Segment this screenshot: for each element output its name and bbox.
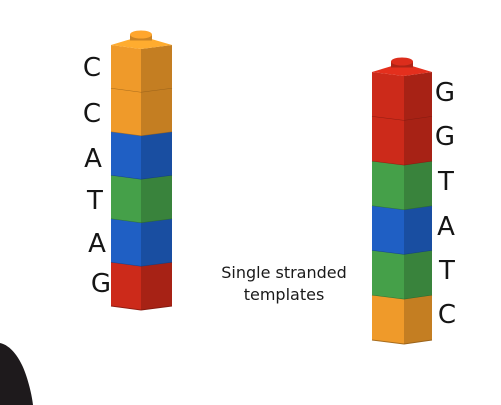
right-base-label-6: C [437, 300, 457, 330]
left-strand-brick-3 [110, 132, 173, 180]
right-strand-top-face [372, 63, 432, 76]
left-base-label-4: T [87, 186, 103, 216]
left-strand-stud [130, 30, 152, 39]
left-base-label-6: G [90, 269, 112, 299]
right-strand-brick-3 [371, 161, 433, 211]
right-strand-brick-2 [371, 116, 433, 166]
right-base-label-3: T [438, 167, 454, 197]
caption: Single stranded templates [218, 262, 350, 306]
left-base-label-3: A [84, 144, 102, 174]
right-base-label-5: T [439, 256, 455, 286]
left-base-label-2: C [82, 99, 102, 129]
right-strand-brick-5 [371, 250, 433, 300]
right-strand-brick-4 [371, 206, 433, 256]
left-base-label-5: A [88, 229, 106, 259]
left-strand-brick-1 [110, 45, 173, 93]
presenter-silhouette [0, 343, 33, 405]
right-strand-brick-6 [371, 295, 433, 345]
caption-line-1: Single stranded [221, 263, 347, 282]
right-base-label-2: G [434, 122, 456, 152]
caption-line-2: templates [243, 285, 325, 304]
left-strand-brick-4 [110, 175, 173, 224]
left-strand-brick-6 [110, 262, 173, 311]
left-base-label-1: C [82, 53, 102, 83]
left-strand-top-face [111, 36, 172, 49]
right-base-label-1: G [434, 78, 456, 108]
right-base-label-4: A [437, 212, 455, 242]
right-strand-stud [391, 57, 413, 66]
right-strand-brick-1 [371, 72, 433, 122]
